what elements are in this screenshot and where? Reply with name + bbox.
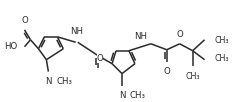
- Text: N: N: [119, 91, 125, 100]
- Text: CH₃: CH₃: [214, 36, 229, 45]
- Text: N: N: [45, 77, 52, 86]
- Text: CH₃: CH₃: [56, 77, 72, 86]
- Text: HO: HO: [4, 42, 18, 51]
- Text: O: O: [21, 16, 28, 25]
- Text: O: O: [163, 67, 170, 76]
- Text: NH: NH: [134, 32, 147, 41]
- Text: CH₃: CH₃: [185, 72, 200, 81]
- Text: CH₃: CH₃: [130, 91, 146, 100]
- Text: CH₃: CH₃: [214, 54, 229, 63]
- Text: NH: NH: [70, 27, 83, 36]
- Text: O: O: [176, 30, 183, 39]
- Text: O: O: [97, 54, 103, 63]
